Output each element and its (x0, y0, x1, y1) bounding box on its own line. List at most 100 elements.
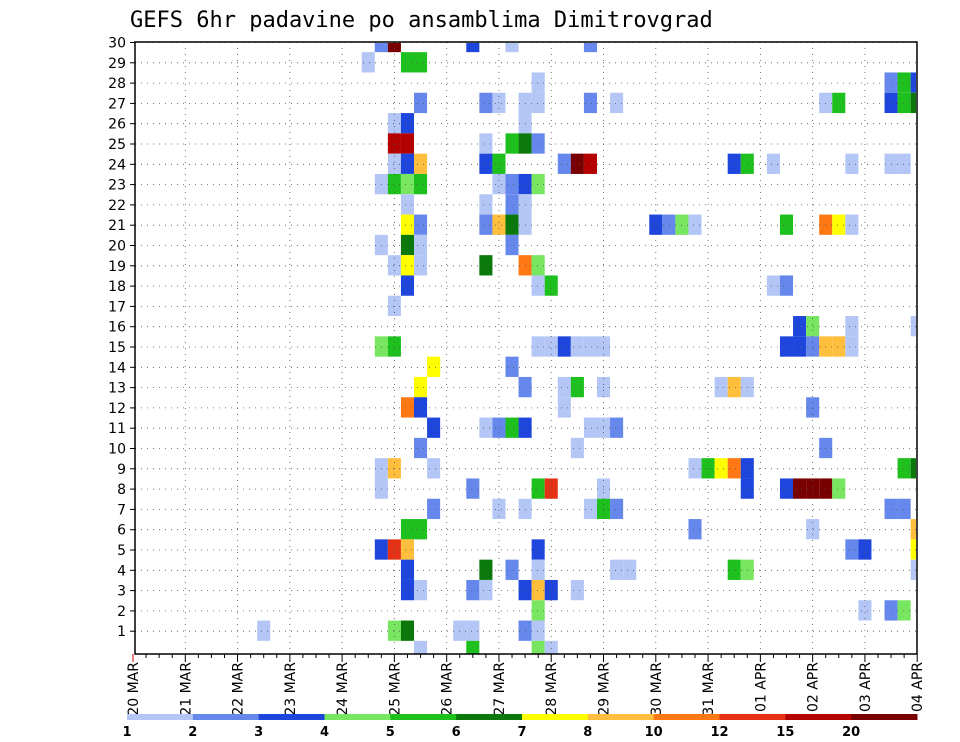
heatmap-cell (387, 153, 401, 174)
heatmap-cell (727, 153, 741, 174)
heatmap-cell (518, 255, 532, 276)
heatmap-cell (400, 397, 415, 418)
colorbar-label: 8 (583, 725, 592, 740)
heatmap-cell (819, 214, 833, 235)
heatmap-cell (714, 458, 728, 479)
heatmap-cell (374, 478, 388, 499)
heatmap-cell (570, 336, 584, 357)
heatmap-cell (414, 153, 428, 174)
y-tick-label: 5 (117, 543, 126, 559)
heatmap-cell (570, 579, 584, 601)
y-tick-label: 29 (108, 56, 126, 72)
heatmap-cell (740, 153, 754, 174)
heatmap-cell (884, 153, 898, 174)
x-tick-label: 30 MAR (649, 662, 665, 716)
y-tick-label: 16 (108, 320, 126, 336)
x-tick-label: 29 MAR (597, 662, 613, 716)
heatmap-cell (479, 417, 493, 438)
heatmap-cell (832, 336, 846, 357)
y-tick-label: 10 (108, 442, 126, 458)
heatmap-cell (531, 92, 545, 114)
heatmap-cell (427, 498, 441, 520)
y-tick-label: 8 (117, 482, 126, 498)
colorbar-label: 12 (710, 725, 728, 740)
heatmap-cell (414, 579, 428, 601)
heatmap-cell (479, 92, 493, 114)
heatmap-cell (505, 43, 519, 53)
y-tick-label: 26 (108, 117, 126, 133)
heatmap-cell (518, 620, 532, 641)
heatmap-cell (479, 133, 493, 154)
colorbar-label: 20 (842, 725, 860, 740)
heatmap-cell (884, 92, 898, 114)
y-tick-label: 27 (108, 96, 126, 112)
heatmap-cell (518, 133, 532, 154)
heatmap-cell (793, 336, 807, 357)
heatmap-cell (858, 600, 872, 621)
x-axis: 20 MAR 21 MAR 22 MAR 23 MAR 24 MAR 25 MAR 26 M… (126, 654, 926, 716)
heatmap-cell (387, 113, 401, 134)
heatmap-cell (832, 214, 846, 235)
heatmap-cell (492, 214, 506, 235)
heatmap-cell (361, 52, 375, 73)
heatmap-cell (688, 458, 702, 479)
colorbar-label: 15 (776, 725, 794, 740)
heatmap-cell (414, 52, 428, 73)
y-tick-label: 15 (108, 340, 126, 356)
heatmap-cell (557, 153, 571, 174)
heatmap-cell (557, 376, 571, 398)
heatmap-cell (479, 194, 493, 215)
heatmap-cell (518, 113, 532, 134)
heatmap-cell (583, 43, 597, 53)
heatmap-cell (492, 153, 506, 174)
colorbar-swatch (324, 714, 391, 720)
heatmap-cell (492, 498, 506, 520)
heatmap-cell (479, 559, 493, 580)
heatmap-cell (583, 92, 597, 114)
colorbar-swatch (390, 714, 457, 720)
heatmap-cell (779, 478, 794, 499)
colorbar-swatch (587, 714, 655, 720)
heatmap-cell (806, 397, 820, 418)
heatmap-cell (400, 234, 415, 256)
heatmap-cell (505, 234, 519, 256)
heatmap-cell (479, 579, 493, 601)
heatmap-cell (466, 478, 480, 499)
heatmap-cell (727, 376, 741, 398)
heatmap-cell (492, 417, 506, 438)
heatmap-cell (479, 153, 493, 174)
heatmap-cell (779, 214, 794, 235)
heatmap-cell (819, 92, 833, 114)
y-tick-label: 4 (117, 563, 126, 579)
heatmap-cell (596, 336, 611, 357)
x-tick-label: 01 APR (753, 662, 769, 712)
heatmap-cell (570, 153, 584, 174)
x-tick-label: 26 MAR (440, 662, 456, 716)
x-tick-label: 24 MAR (335, 662, 351, 716)
heatmap-cell (414, 376, 428, 398)
heatmap-cell (806, 478, 820, 499)
heatmap-cell (662, 214, 676, 235)
heatmap-cell (714, 376, 728, 398)
heatmap-cell (910, 72, 916, 93)
heatmap-cell (257, 620, 271, 641)
colorbar-legend: 1 2 3 4 5 6 7 8 10 12 15 20 (122, 714, 918, 740)
heatmap-cell (832, 478, 846, 499)
x-tick-label: 02 APR (806, 662, 822, 712)
heatmap-cell (374, 539, 388, 560)
heatmap-cell (544, 336, 558, 357)
heatmap-cell (531, 579, 545, 601)
heatmap-cell (806, 336, 820, 357)
heatmap-cell (910, 458, 916, 479)
colorbar-swatch (653, 714, 720, 720)
heatmap-cell (845, 153, 859, 174)
heatmap-cell (414, 234, 428, 256)
heatmap-cell (688, 214, 702, 235)
heatmap-cell (400, 52, 415, 73)
heatmap-cell (766, 275, 780, 296)
heatmap-cell (779, 336, 794, 357)
heatmap-cell (583, 336, 597, 357)
heatmap-cell (583, 417, 597, 438)
heatmap-cell (649, 214, 663, 235)
heatmap-cell (544, 275, 558, 296)
